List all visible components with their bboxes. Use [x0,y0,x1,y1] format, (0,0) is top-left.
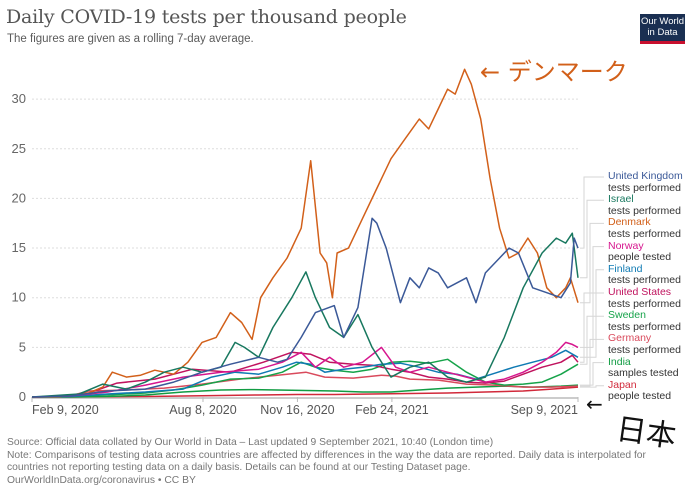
logo-line-2: in Data [647,27,678,38]
legend-connector [580,338,604,387]
grid-lines [32,98,578,348]
chart-footer: Source: Official data collated by Our Wo… [7,437,697,487]
legend-item-denmark[interactable]: Denmark tests performed [608,217,681,240]
x-tick-label: Feb 24, 2021 [355,403,429,417]
legend-sublabel: tests performed [608,297,681,310]
legend-connector [580,269,604,358]
series-line-norway[interactable] [31,341,579,398]
legend-label: Denmark [608,216,651,229]
y-tick-label: 0 [19,389,26,404]
x-axis: Feb 9, 2020 Aug 8, 2020 Nov 16, 2020 Feb 24… [31,397,579,417]
legend-sublabel: people tested [608,251,672,264]
legend-item-finland[interactable]: Finland tests performed [608,262,681,287]
legend-item-sweden[interactable]: Sweden tests performed [608,310,681,333]
y-axis-ticks: 0 5 10 15 20 25 30 [12,91,26,404]
legend-sublabel: tests performed [608,274,681,287]
logo-line-1: Our World [640,16,685,27]
legend-connector [580,362,604,386]
y-tick-label: 15 [12,240,26,255]
series-line-finland[interactable] [31,349,579,398]
legend-connector [580,315,604,365]
series-lines [31,68,579,398]
credit-link[interactable]: OurWorldInData.org/coronavirus • CC BY [7,474,196,486]
legend-item-united-states[interactable]: United States tests performed [608,286,681,310]
x-tick-label: Aug 8, 2020 [169,403,236,417]
note-line-2: countries not reporting testing data on … [7,462,471,473]
note-line-1: Note: Comparisons of testing data across… [7,449,646,461]
legend-item-israel[interactable]: Israel tests performed [608,194,681,217]
legend-label: Norway [608,239,644,252]
y-tick-label: 5 [19,339,26,354]
legend-connector [580,222,604,304]
x-tick-label: Feb 9, 2020 [32,403,99,417]
legend-label: Sweden [608,309,646,322]
denmark-annotation: ← デンマーク [480,58,628,86]
legend-sublabel: samples tested [608,367,679,380]
legend-connector [580,292,604,363]
legend-label: Israel [608,193,634,206]
legend-item-united-kingdom[interactable]: United Kingdom tests performed [608,170,683,194]
legend-label: Germany [608,332,652,345]
legend-sublabel: tests performed [608,181,681,194]
y-tick-label: 30 [12,91,26,106]
japan-arrow-icon: ← [586,392,603,416]
legend-sublabel: tests performed [608,227,681,240]
series-line-japan[interactable] [32,386,579,398]
legend-sublabel: tests performed [608,343,681,356]
x-tick-label: Sep 9, 2021 [511,403,578,417]
legend-connector [580,199,604,279]
legend-connector [580,385,604,388]
legend-label: United Kingdom [608,170,683,182]
y-tick-label: 10 [12,290,26,305]
legend-connectors [580,176,604,388]
legend-item-norway[interactable]: Norway people tested [608,239,672,264]
legend-label: Japan [608,378,637,391]
series-line-israel[interactable] [31,232,579,398]
legend-connector [580,176,604,249]
legend-item-germany[interactable]: Germany tests performed [608,333,681,356]
legend-sublabel: tests performed [608,320,681,333]
series-line-denmark[interactable] [31,68,579,398]
y-tick-label: 20 [12,190,26,205]
legend-item-india[interactable]: India samples tested [608,355,679,380]
legend-label: United States [608,286,672,298]
x-tick-label: Nov 16, 2020 [260,403,334,417]
source-note: Source: Official data collated by Our Wo… [7,437,494,448]
series-line-united-kingdom[interactable] [31,217,579,398]
y-tick-label: 25 [12,141,26,156]
legend-item-japan[interactable]: Japan people tested [608,378,672,403]
legend-label: India [608,355,631,368]
legend-sublabel: tests performed [608,204,681,217]
legend-label: Finland [608,262,643,275]
chart-subtitle: The figures are given as a rolling 7-day… [7,33,254,45]
chart-title: Daily COVID-19 tests per thousand people [6,6,407,28]
legend-sublabel: people tested [608,390,672,403]
owid-logo[interactable]: Our World in Data [640,14,685,44]
